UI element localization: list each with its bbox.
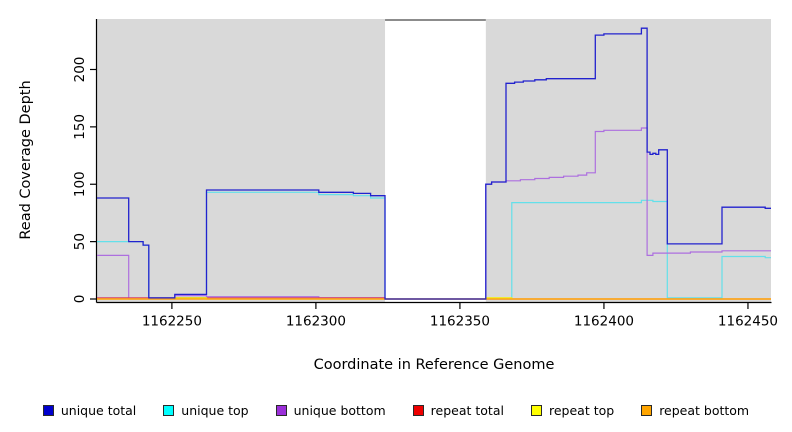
y-tick-label: 100 [72, 171, 88, 197]
legend-swatch-repeat-bottom [641, 404, 653, 416]
x-tick-label: 1162350 [430, 314, 490, 330]
series-unique-bottom [97, 127, 771, 300]
mask-region [385, 19, 486, 303]
x-tick-label: 1162250 [142, 314, 202, 330]
legend-swatch-unique-bottom [275, 404, 287, 416]
legend-item-repeat-top: repeat top [530, 402, 615, 418]
x-tick-label: 1162450 [718, 314, 778, 330]
x-axis-title: Coordinate in Reference Genome [314, 357, 555, 373]
legend-label: unique bottom [293, 402, 386, 418]
legend-swatch-repeat-total [412, 404, 424, 416]
legend-swatch-unique-top [163, 404, 175, 416]
legend-label: repeat top [548, 402, 615, 418]
y-tick-label: 50 [72, 233, 88, 250]
series-unique-total [97, 27, 771, 300]
legend-item-unique-total: unique total [42, 402, 137, 418]
y-tick-label: 200 [72, 57, 88, 83]
x-tick-label: 1162400 [574, 314, 634, 330]
y-tick-label: 150 [72, 114, 88, 140]
legend-item-repeat-bottom: repeat bottom [641, 403, 749, 418]
y-axis-title: Read Coverage Depth [18, 80, 34, 239]
legend-label: repeat total [430, 402, 504, 418]
y-tick-label: 0 [72, 295, 88, 304]
legend-label: unique total [60, 402, 137, 418]
legend-item-repeat-total: repeat total [412, 402, 504, 418]
legend-item-unique-top: unique top [163, 402, 249, 418]
legend: unique total unique top unique bottom repea… [0, 397, 792, 423]
legend-label: repeat bottom [659, 402, 750, 418]
x-tick-label: 1162300 [286, 314, 346, 330]
legend-swatch-repeat-top [530, 404, 542, 416]
legend-swatch-unique-total [42, 404, 54, 416]
legend-label: unique top [181, 402, 249, 418]
legend-item-unique-bottom: unique bottom [275, 402, 386, 418]
